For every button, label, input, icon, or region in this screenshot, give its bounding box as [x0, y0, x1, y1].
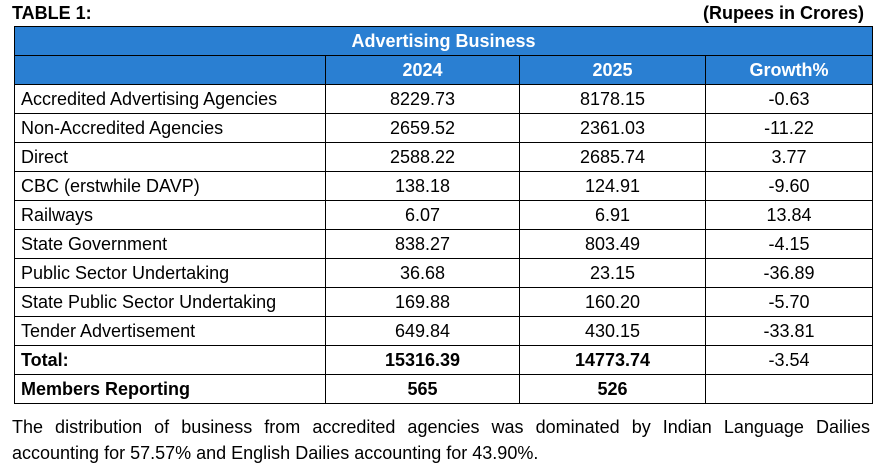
value-2024: 838.27 — [325, 229, 520, 259]
column-header-2024: 2024 — [325, 55, 520, 85]
value-growth: -9.60 — [705, 171, 873, 201]
total-2024: 15316.39 — [325, 345, 520, 375]
value-2025: 2685.74 — [519, 142, 706, 172]
row-label: Direct — [14, 142, 326, 172]
value-growth: 13.84 — [705, 200, 873, 230]
column-header-growth: Growth% — [705, 55, 873, 85]
row-label: State Government — [14, 229, 326, 259]
value-2025: 124.91 — [519, 171, 706, 201]
row-label: Public Sector Undertaking — [14, 258, 326, 288]
row-label: Accredited Advertising Agencies — [14, 84, 326, 114]
table-banner: Advertising Business — [14, 26, 873, 56]
unit-note: (Rupees in Crores) — [702, 3, 864, 23]
table-row: Accredited Advertising Agencies 8229.73 … — [14, 84, 873, 114]
table-row: CBC (erstwhile DAVP) 138.18 124.91 -9.60 — [14, 171, 873, 201]
value-2025: 23.15 — [519, 258, 706, 288]
total-row: Total: 15316.39 14773.74 -3.54 — [14, 345, 873, 375]
table-label: TABLE 1: — [12, 3, 92, 23]
value-2024: 36.68 — [325, 258, 520, 288]
table-banner-row: Advertising Business — [14, 26, 873, 56]
column-header-2025: 2025 — [519, 55, 706, 85]
table-row: State Government 838.27 803.49 -4.15 — [14, 229, 873, 259]
table-row: Direct 2588.22 2685.74 3.77 — [14, 142, 873, 172]
value-growth: -33.81 — [705, 316, 873, 346]
members-growth — [705, 374, 873, 404]
value-growth: -0.63 — [705, 84, 873, 114]
value-growth: -5.70 — [705, 287, 873, 317]
column-header-category — [14, 55, 326, 85]
value-2024: 6.07 — [325, 200, 520, 230]
value-growth: -11.22 — [705, 113, 873, 143]
value-2024: 2659.52 — [325, 113, 520, 143]
value-2025: 8178.15 — [519, 84, 706, 114]
members-2024: 565 — [325, 374, 520, 404]
value-2024: 169.88 — [325, 287, 520, 317]
members-label: Members Reporting — [14, 374, 326, 404]
table-caption: TABLE 1: (Rupees in Crores) — [12, 2, 864, 24]
value-growth: -4.15 — [705, 229, 873, 259]
table-row: Railways 6.07 6.91 13.84 — [14, 200, 873, 230]
value-2024: 649.84 — [325, 316, 520, 346]
value-2025: 803.49 — [519, 229, 706, 259]
table-row: State Public Sector Undertaking 169.88 1… — [14, 287, 873, 317]
row-label: State Public Sector Undertaking — [14, 287, 326, 317]
row-label: Tender Advertisement — [14, 316, 326, 346]
value-2025: 2361.03 — [519, 113, 706, 143]
column-header-row: 2024 2025 Growth% — [14, 55, 873, 85]
row-label: CBC (erstwhile DAVP) — [14, 171, 326, 201]
table-row: Public Sector Undertaking 36.68 23.15 -3… — [14, 258, 873, 288]
value-2024: 8229.73 — [325, 84, 520, 114]
summary-paragraph: The distribution of business from accred… — [12, 417, 870, 463]
value-growth: 3.77 — [705, 142, 873, 172]
value-2025: 430.15 — [519, 316, 706, 346]
table-row: Non-Accredited Agencies 2659.52 2361.03 … — [14, 113, 873, 143]
row-label: Non-Accredited Agencies — [14, 113, 326, 143]
value-2025: 160.20 — [519, 287, 706, 317]
value-2024: 138.18 — [325, 171, 520, 201]
value-2024: 2588.22 — [325, 142, 520, 172]
value-2025: 6.91 — [519, 200, 706, 230]
members-reporting-row: Members Reporting 565 526 — [14, 374, 873, 404]
total-2025: 14773.74 — [519, 345, 706, 375]
row-label: Railways — [14, 200, 326, 230]
total-label: Total: — [14, 345, 326, 375]
value-growth: -36.89 — [705, 258, 873, 288]
members-2025: 526 — [519, 374, 706, 404]
advertising-business-table: Advertising Business 2024 2025 Growth% A… — [14, 26, 873, 404]
total-growth: -3.54 — [705, 345, 873, 375]
table-row: Tender Advertisement 649.84 430.15 -33.8… — [14, 316, 873, 346]
